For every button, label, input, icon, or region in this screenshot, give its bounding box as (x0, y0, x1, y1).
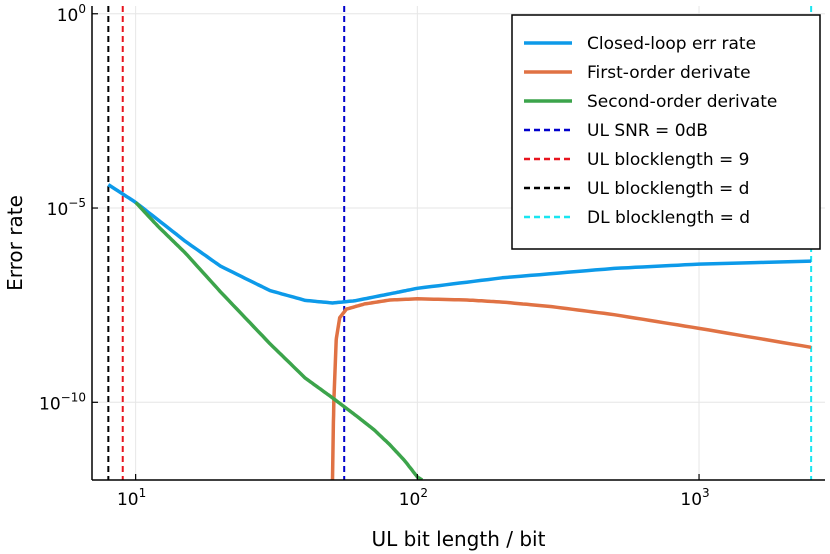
axes (91, 6, 825, 481)
ticks: 101 102 103 100 10−5 10−10 (39, 2, 710, 510)
y-tick-label: 10−10 (39, 390, 86, 414)
x-tick-label: 101 (117, 486, 146, 510)
legend: Closed-loop err rate First-order derivate… (511, 14, 821, 250)
legend-label-closed-loop-err-rate: Closed-loop err rate (587, 34, 756, 54)
x-tick-label: 102 (399, 486, 428, 510)
series-closed-loop-err-rate (107, 183, 812, 305)
series-layer (107, 6, 813, 480)
series-first-order-derivate (330, 297, 812, 480)
legend-label-second-order-derivate: Second-order derivate (587, 92, 777, 112)
y-axis-label: Error rate (3, 195, 27, 291)
legend-box (511, 14, 821, 250)
legend-label-ul-blocklength-d: UL blocklength = d (587, 179, 749, 199)
legend-label-dl-blocklength-d: DL blocklength = d (587, 208, 750, 228)
legend-label-first-order-derivate: First-order derivate (587, 63, 751, 83)
series-second-order-derivate (134, 201, 424, 480)
legend-label-ul-blocklength-9: UL blocklength = 9 (587, 150, 749, 170)
x-tick-label: 103 (680, 486, 709, 510)
x-axis-label: UL bit length / bit (372, 527, 546, 551)
legend-label-ul-snr-0db: UL SNR = 0dB (587, 121, 708, 141)
y-tick-label: 10−5 (47, 196, 86, 220)
y-tick-label: 100 (57, 2, 86, 26)
